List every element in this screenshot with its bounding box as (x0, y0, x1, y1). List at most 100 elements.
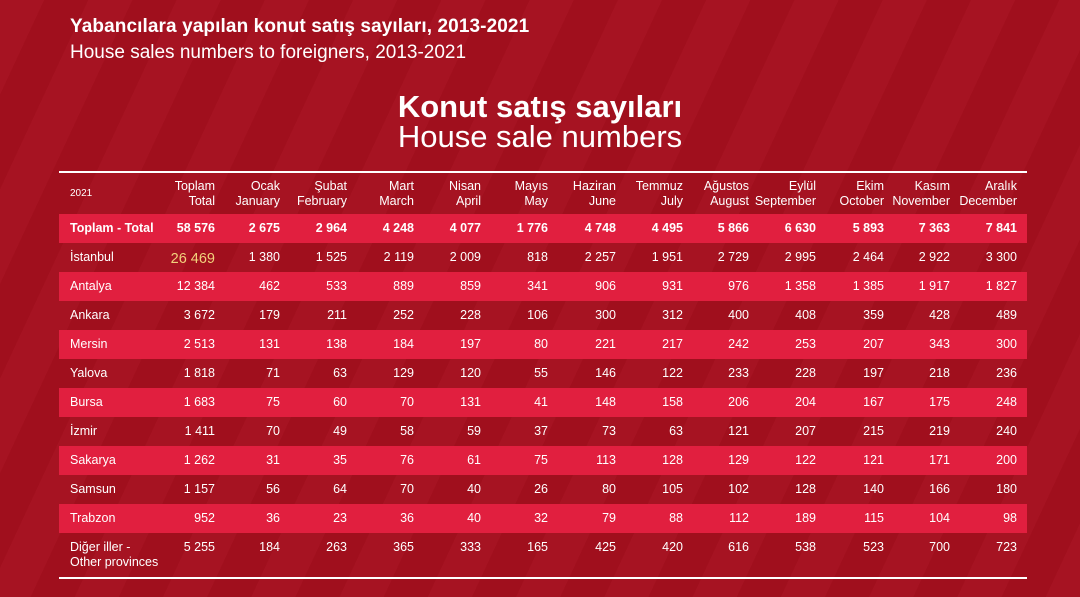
table-row: Sakarya 1 262 31 35 76 61 75 113 128 129 122 121 171… (59, 446, 1027, 475)
value-cell: 40 (467, 482, 481, 496)
value-cell: 240 (996, 424, 1017, 438)
value-cell: 859 (460, 279, 481, 293)
col-header: Ağustos August (703, 178, 749, 208)
value-cell: 233 (728, 366, 749, 380)
value-cell: 112 (729, 511, 749, 525)
value-cell: 55 (534, 366, 548, 380)
value-cell: 70 (400, 395, 414, 409)
value-cell: 218 (929, 366, 950, 380)
col-header: Ekim October (839, 178, 884, 208)
value-cell: 4 248 (382, 221, 414, 235)
value-cell: 80 (602, 482, 616, 496)
value-cell: 41 (534, 395, 548, 409)
col-header: Toplam Total (174, 178, 215, 208)
value-cell: 88 (669, 511, 683, 525)
value-cell: 165 (527, 540, 548, 554)
province-label: Bursa (70, 395, 103, 409)
table-row: Antalya 12 384 462 533 889 859 341 906 931 976 1 3… (59, 272, 1027, 301)
value-cell: 63 (669, 424, 683, 438)
value-cell: 60 (333, 395, 347, 409)
province-label: Diğer iller - Other provinces (70, 540, 159, 569)
value-cell: 221 (595, 337, 616, 351)
value-cell: 408 (795, 308, 816, 322)
value-cell: 5 255 (183, 540, 215, 554)
value-cell: 40 (467, 511, 481, 525)
value-cell: 58 (400, 424, 414, 438)
value-cell: 200 (996, 453, 1017, 467)
value-cell: 98 (1003, 511, 1017, 525)
province-label: Ankara (70, 308, 110, 322)
value-cell: 211 (327, 308, 347, 322)
value-cell: 242 (728, 337, 749, 351)
value-cell: 400 (728, 308, 749, 322)
value-cell: 300 (595, 308, 616, 322)
value-cell: 1 157 (183, 482, 215, 496)
chart-title-tr: Yabancılara yapılan konut satış sayıları… (70, 16, 530, 37)
table-row: Mersin 2 513 131 138 184 197 80 221 217 242 253 207… (59, 330, 1027, 359)
section-title-en: House sale numbers (397, 119, 683, 154)
col-header: Ocak January (235, 178, 280, 208)
col-header: Haziran June (572, 178, 616, 208)
value-cell: 197 (863, 366, 884, 380)
value-cell: 206 (728, 395, 749, 409)
value-cell: 4 495 (651, 221, 683, 235)
value-cell: 1 385 (852, 279, 884, 293)
value-cell: 131 (259, 337, 280, 351)
value-cell: 71 (266, 366, 280, 380)
value-cell: 359 (863, 308, 884, 322)
value-cell: 121 (728, 424, 749, 438)
value-cell: 217 (662, 337, 683, 351)
value-cell: 106 (527, 308, 548, 322)
value-cell: 333 (460, 540, 481, 554)
value-cell: 2 513 (183, 337, 215, 351)
value-cell: 5 866 (717, 221, 749, 235)
value-cell: 263 (326, 540, 347, 554)
value-cell: 252 (393, 308, 414, 322)
value-cell: 2 009 (449, 250, 481, 264)
value-cell: 37 (534, 424, 548, 438)
value-cell: 1 358 (784, 279, 816, 293)
value-cell: 36 (266, 511, 280, 525)
value-cell: 197 (460, 337, 481, 351)
table-row: İstanbul 26 469 1 380 1 525 2 119 2 009 818 2 2… (59, 243, 1027, 272)
col-header: Aralık December (959, 178, 1017, 208)
value-cell: 184 (259, 540, 280, 554)
col-header: Şubat February (296, 178, 347, 208)
value-cell: 2 675 (248, 221, 280, 235)
value-cell: 180 (996, 482, 1017, 496)
value-cell: 122 (795, 453, 816, 467)
value-cell: 253 (795, 337, 816, 351)
table-header-row: 2021 Toplam Total Ocak January Şubat Februa… (59, 173, 1027, 214)
value-cell: 6 630 (784, 221, 816, 235)
value-cell: 2 922 (918, 250, 950, 264)
value-cell: 931 (662, 279, 683, 293)
value-cell: 189 (795, 511, 816, 525)
value-cell: 31 (266, 453, 280, 467)
value-cell: 616 (728, 540, 749, 554)
value-cell: 26 469 (170, 251, 215, 267)
value-cell: 1 380 (248, 250, 280, 264)
value-cell: 1 411 (184, 424, 215, 438)
value-cell: 7 841 (985, 221, 1017, 235)
value-cell: 204 (795, 395, 816, 409)
value-cell: 35 (333, 453, 347, 467)
value-cell: 166 (929, 482, 950, 496)
table-row: Diğer iller - Other provinces 5 255 184 263 3… (59, 533, 1027, 577)
value-cell: 2 995 (784, 250, 816, 264)
sales-table: 2021 Toplam Total Ocak January Şubat Februa… (59, 171, 1027, 579)
value-cell: 2 257 (584, 250, 616, 264)
value-cell: 26 (534, 482, 548, 496)
province-label: Yalova (70, 366, 108, 380)
value-cell: 425 (595, 540, 616, 554)
value-cell: 1 951 (651, 250, 683, 264)
value-cell: 113 (596, 453, 616, 467)
value-cell: 80 (534, 337, 548, 351)
value-cell: 976 (728, 279, 749, 293)
value-cell: 365 (393, 540, 414, 554)
value-cell: 32 (534, 511, 548, 525)
col-header: Mayıs May (514, 178, 548, 208)
value-cell: 7 363 (918, 221, 950, 235)
value-cell: 1 818 (183, 366, 215, 380)
value-cell: 3 672 (183, 308, 215, 322)
value-cell: 73 (602, 424, 616, 438)
